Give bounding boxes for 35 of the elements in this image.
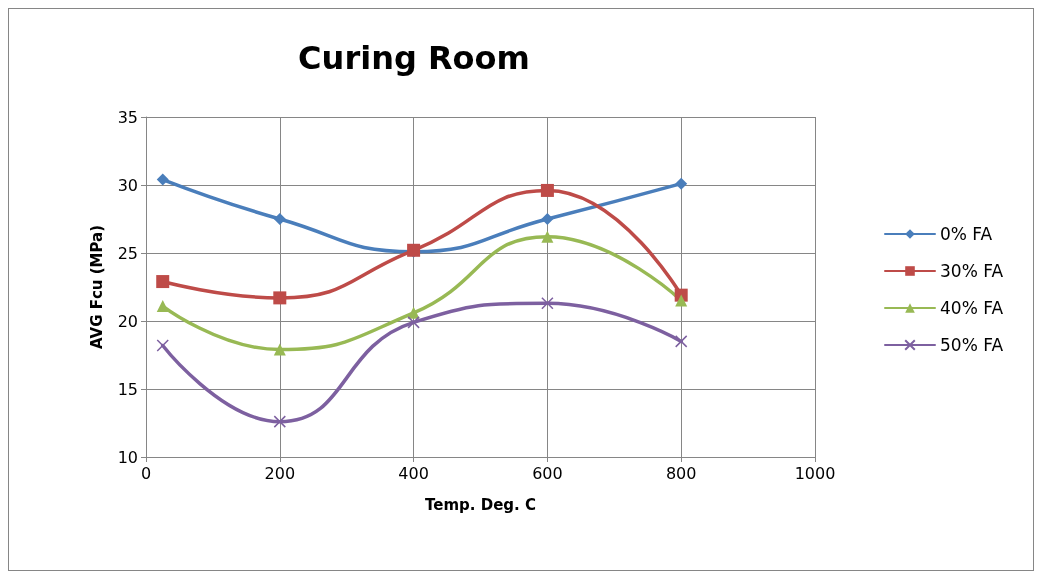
point — [540, 183, 554, 197]
y-tick-label: 25 — [117, 243, 138, 263]
x-tick-label: 800 — [665, 463, 697, 483]
point — [675, 294, 688, 307]
y-tick-label: 30 — [117, 175, 138, 195]
point — [674, 335, 688, 348]
point — [156, 300, 169, 313]
y-tick-label: 20 — [117, 311, 138, 331]
x-tick-label: 1000 — [794, 463, 836, 483]
y-tick-label: 15 — [117, 379, 138, 399]
point — [407, 316, 420, 329]
x-axis-title: Temp. Deg. C — [425, 495, 536, 514]
point — [273, 343, 286, 356]
point — [675, 177, 688, 190]
point — [156, 173, 169, 186]
point — [541, 230, 554, 243]
point — [541, 213, 554, 225]
point — [273, 291, 287, 305]
x-tick-label: 200 — [264, 463, 296, 483]
point — [156, 275, 170, 289]
point — [541, 297, 554, 310]
point — [273, 415, 287, 428]
legend-label: 40% FA — [940, 298, 1004, 318]
chart-title: Curing Room — [298, 39, 530, 77]
y-tick-label: 35 — [117, 107, 138, 127]
legend-label: 0% FA — [940, 224, 993, 244]
x-tick-label: 0 — [140, 463, 152, 483]
legend-label: 50% FA — [940, 335, 1004, 355]
y-tick-label: 10 — [117, 447, 138, 467]
x-tick-label: 600 — [532, 463, 563, 483]
y-axis-title: AVG Fcu (MPa) — [87, 224, 106, 350]
point — [273, 213, 286, 225]
x-tick-label: 400 — [398, 463, 429, 483]
point — [156, 339, 169, 352]
legend-label: 30% FA — [940, 261, 1004, 281]
